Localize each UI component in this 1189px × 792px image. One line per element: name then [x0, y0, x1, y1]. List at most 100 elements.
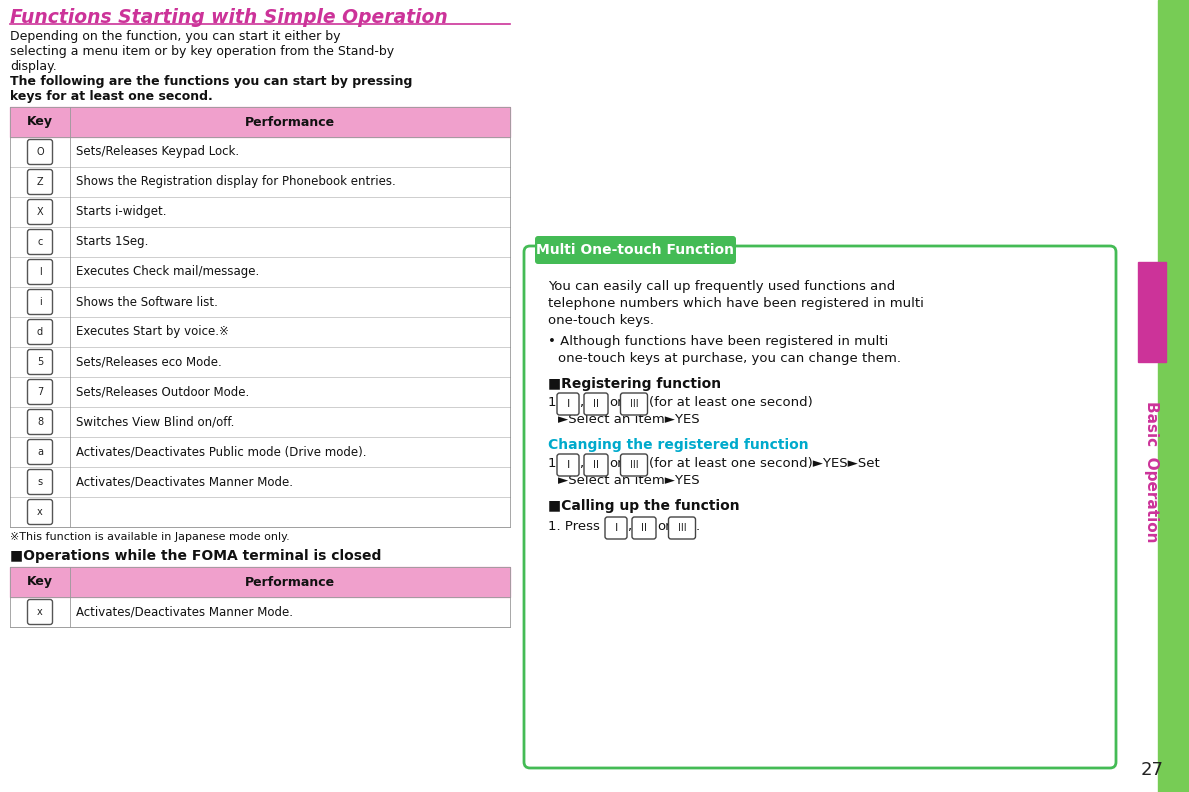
Bar [537, 249, 732, 255]
FancyBboxPatch shape [27, 230, 52, 254]
Text: l: l [38, 267, 42, 277]
Text: x: x [37, 607, 43, 617]
FancyBboxPatch shape [584, 454, 608, 476]
Text: 1.: 1. [548, 396, 565, 409]
Text: keys for at least one second.: keys for at least one second. [10, 90, 213, 103]
Text: x: x [37, 507, 43, 517]
Text: 1.: 1. [548, 457, 565, 470]
Text: ►Select an item►YES: ►Select an item►YES [558, 474, 699, 487]
FancyBboxPatch shape [27, 409, 52, 435]
Text: ,: , [627, 520, 631, 533]
Bar [10, 227, 510, 257]
FancyBboxPatch shape [27, 500, 52, 524]
FancyBboxPatch shape [556, 454, 579, 476]
Text: 1. Press: 1. Press [548, 520, 604, 533]
Text: III: III [630, 399, 638, 409]
Text: Multi One-touch Function: Multi One-touch Function [536, 243, 735, 257]
FancyBboxPatch shape [27, 600, 52, 625]
Text: ,: , [579, 396, 583, 409]
Text: Executes Check mail/message.: Executes Check mail/message. [76, 265, 259, 279]
Text: one-touch keys.: one-touch keys. [548, 314, 654, 327]
Bar [1158, 0, 1189, 792]
Bar [10, 407, 510, 437]
FancyBboxPatch shape [535, 236, 736, 264]
FancyBboxPatch shape [605, 517, 627, 539]
Text: ※This function is available in Japanese mode only.: ※This function is available in Japanese … [10, 532, 290, 542]
Text: Activates/Deactivates Manner Mode.: Activates/Deactivates Manner Mode. [76, 606, 292, 619]
Text: II: II [593, 460, 599, 470]
Text: Performance: Performance [245, 116, 335, 128]
Text: II: II [641, 523, 647, 533]
Text: The following are the functions you can start by pressing: The following are the functions you can … [10, 75, 413, 88]
Text: Performance: Performance [245, 576, 335, 588]
Text: Activates/Deactivates Manner Mode.: Activates/Deactivates Manner Mode. [76, 475, 292, 489]
Text: a: a [37, 447, 43, 457]
FancyBboxPatch shape [27, 139, 52, 165]
FancyBboxPatch shape [27, 349, 52, 375]
Bar [10, 567, 510, 597]
Text: Switches View Blind on/off.: Switches View Blind on/off. [76, 416, 234, 428]
Text: or: or [609, 396, 623, 409]
Text: I: I [566, 399, 570, 409]
Bar [10, 287, 510, 317]
FancyBboxPatch shape [27, 440, 52, 464]
Text: Basic  Operation: Basic Operation [1145, 402, 1159, 543]
Bar [10, 597, 510, 627]
Text: Shows the Registration display for Phonebook entries.: Shows the Registration display for Phone… [76, 176, 396, 188]
Text: ►Select an item►YES: ►Select an item►YES [558, 413, 699, 426]
Text: Executes Start by voice.※: Executes Start by voice.※ [76, 326, 228, 338]
Bar [10, 257, 510, 287]
Text: 7: 7 [37, 387, 43, 397]
Text: O: O [36, 147, 44, 157]
Text: I: I [615, 523, 617, 533]
Text: ■Registering function: ■Registering function [548, 377, 721, 391]
Text: d: d [37, 327, 43, 337]
Text: one-touch keys at purchase, you can change them.: one-touch keys at purchase, you can chan… [558, 352, 901, 365]
FancyBboxPatch shape [621, 393, 648, 415]
FancyBboxPatch shape [27, 200, 52, 224]
Text: II: II [593, 399, 599, 409]
Text: i: i [38, 297, 42, 307]
Text: display.: display. [10, 60, 57, 73]
Text: Functions Starting with Simple Operation: Functions Starting with Simple Operation [10, 8, 448, 27]
Bar [1138, 262, 1166, 362]
FancyBboxPatch shape [668, 517, 696, 539]
Text: 8: 8 [37, 417, 43, 427]
FancyBboxPatch shape [524, 246, 1116, 768]
Bar [10, 467, 510, 497]
Text: Sets/Releases eco Mode.: Sets/Releases eco Mode. [76, 356, 222, 368]
FancyBboxPatch shape [556, 393, 579, 415]
Text: ■Calling up the function: ■Calling up the function [548, 499, 740, 513]
Text: ■Operations while the FOMA terminal is closed: ■Operations while the FOMA terminal is c… [10, 549, 382, 563]
Bar [1138, 0, 1185, 792]
Text: Key: Key [27, 576, 54, 588]
FancyBboxPatch shape [27, 290, 52, 314]
FancyBboxPatch shape [27, 260, 52, 284]
FancyBboxPatch shape [27, 169, 52, 195]
Bar [10, 137, 510, 167]
Text: Sets/Releases Keypad Lock.: Sets/Releases Keypad Lock. [76, 146, 239, 158]
Text: selecting a menu item or by key operation from the Stand-by: selecting a menu item or by key operatio… [10, 45, 394, 58]
Bar [10, 197, 510, 227]
Text: (for at least one second): (for at least one second) [649, 396, 813, 409]
Bar [10, 437, 510, 467]
Text: Shows the Software list.: Shows the Software list. [76, 295, 218, 309]
FancyBboxPatch shape [633, 517, 656, 539]
Text: III: III [630, 460, 638, 470]
FancyBboxPatch shape [584, 393, 608, 415]
Text: Starts i-widget.: Starts i-widget. [76, 205, 166, 219]
Bar [10, 377, 510, 407]
FancyBboxPatch shape [27, 379, 52, 405]
Text: Starts 1Seg.: Starts 1Seg. [76, 235, 149, 249]
Text: telephone numbers which have been registered in multi: telephone numbers which have been regist… [548, 297, 924, 310]
Bar [10, 107, 510, 137]
Text: Depending on the function, you can start it either by: Depending on the function, you can start… [10, 30, 340, 43]
FancyBboxPatch shape [27, 319, 52, 345]
Text: X: X [37, 207, 43, 217]
Bar [10, 497, 510, 527]
Text: Activates/Deactivates Public mode (Drive mode).: Activates/Deactivates Public mode (Drive… [76, 445, 366, 459]
Text: III: III [678, 523, 686, 533]
Text: c: c [37, 237, 43, 247]
Bar [10, 167, 510, 197]
Text: Sets/Releases Outdoor Mode.: Sets/Releases Outdoor Mode. [76, 386, 250, 398]
